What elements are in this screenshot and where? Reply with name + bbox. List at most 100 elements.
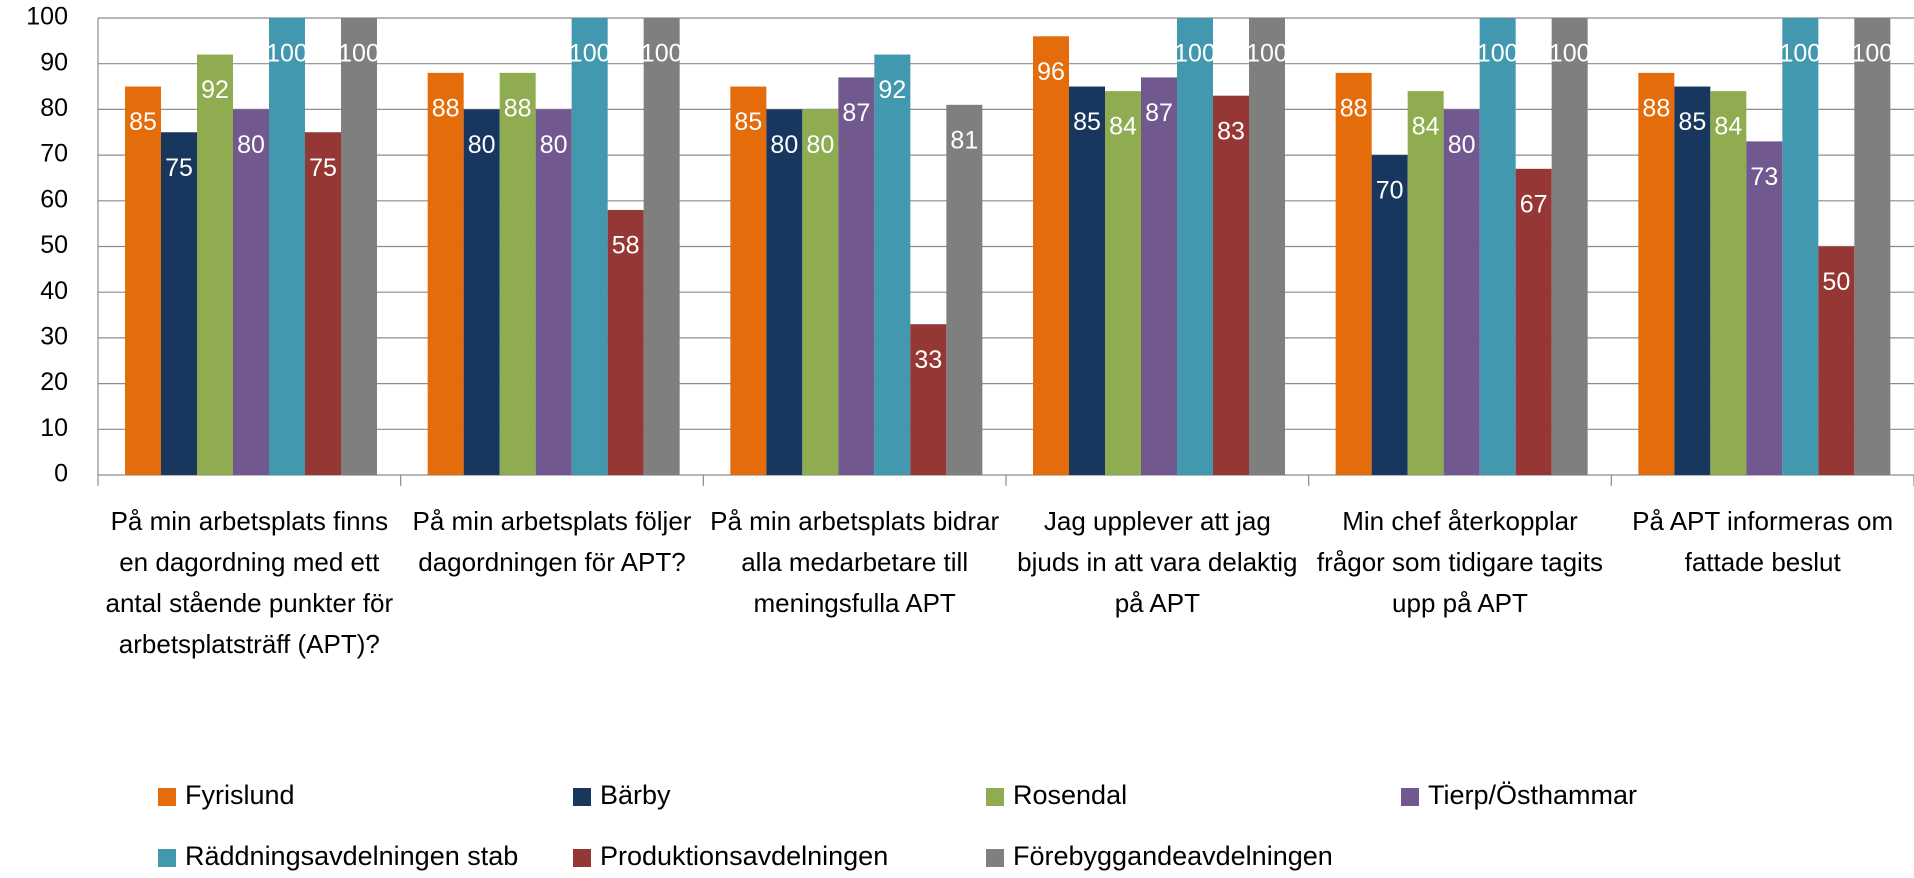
- data-label: 75: [309, 154, 337, 182]
- data-label: 88: [1340, 94, 1368, 122]
- data-label: 85: [1678, 108, 1706, 136]
- x-tick-label: På min arbetsplats finns en dagordning m…: [105, 506, 394, 659]
- data-label: 92: [878, 76, 906, 104]
- data-label: 80: [540, 131, 568, 159]
- bar: [1746, 141, 1783, 475]
- data-label: 85: [734, 108, 762, 136]
- data-label: 75: [165, 154, 193, 182]
- data-label: 96: [1037, 58, 1065, 86]
- bar: [1443, 109, 1480, 476]
- data-label: 92: [201, 76, 229, 104]
- data-label: 100: [1174, 40, 1216, 68]
- legend-swatch: [158, 788, 176, 806]
- data-label: 50: [1822, 268, 1850, 296]
- x-tick-label: På min arbetsplats följer dagordningen f…: [412, 506, 692, 577]
- y-tick-label: 0: [54, 460, 68, 488]
- bar: [1551, 18, 1588, 475]
- y-tick-label: 80: [40, 94, 68, 122]
- legend-label: Rosendal: [1013, 780, 1127, 810]
- bar: [874, 54, 911, 476]
- bar: [233, 109, 269, 476]
- bar: [161, 132, 197, 475]
- bar: [910, 324, 947, 475]
- bar: [1141, 77, 1177, 475]
- bar: [1854, 18, 1891, 475]
- bar: [802, 109, 839, 476]
- bar: [1033, 36, 1069, 475]
- bar: [766, 109, 803, 476]
- data-label: 84: [1714, 113, 1742, 141]
- data-label: 88: [504, 94, 532, 122]
- bar: [1674, 86, 1711, 476]
- bar: [305, 132, 341, 475]
- data-label: 84: [1109, 113, 1137, 141]
- bar: [1213, 95, 1249, 475]
- bar: [1069, 86, 1105, 476]
- bar: [269, 18, 305, 475]
- bar: [643, 18, 680, 475]
- bar: [1782, 18, 1819, 475]
- data-label: 33: [914, 346, 942, 374]
- y-tick-label: 60: [40, 185, 68, 213]
- data-label: 87: [1145, 99, 1173, 127]
- data-label: 81: [950, 126, 978, 154]
- bar: [1335, 72, 1372, 475]
- bar: [1638, 72, 1675, 475]
- data-label: 73: [1750, 163, 1778, 191]
- bar: [197, 54, 233, 476]
- bar: [1515, 168, 1552, 475]
- bar: [499, 72, 536, 475]
- bar: [1249, 18, 1285, 475]
- bar: [1407, 91, 1444, 476]
- y-tick-label: 50: [40, 231, 68, 259]
- y-tick-label: 20: [40, 368, 68, 396]
- data-label: 67: [1520, 190, 1548, 218]
- data-label: 100: [1477, 40, 1519, 68]
- legend-swatch: [158, 849, 176, 867]
- legend-swatch: [573, 849, 591, 867]
- bar: [730, 86, 767, 476]
- legend-label: Tierp/Östhammar: [1428, 780, 1637, 810]
- bar: [341, 18, 377, 475]
- legend-swatch: [986, 849, 1004, 867]
- bar: [946, 104, 983, 475]
- data-label: 80: [1448, 131, 1476, 159]
- data-label: 83: [1217, 117, 1245, 145]
- data-label: 100: [1779, 40, 1821, 68]
- data-label: 100: [1246, 40, 1288, 68]
- bar: [1818, 246, 1855, 475]
- legend-swatch: [986, 788, 1004, 806]
- legend-swatch: [573, 788, 591, 806]
- bar: [1177, 18, 1213, 475]
- data-label: 70: [1376, 177, 1404, 205]
- data-label: 87: [842, 99, 870, 127]
- data-label: 84: [1412, 113, 1440, 141]
- bar: [1371, 155, 1408, 475]
- bar: [571, 18, 608, 475]
- bar: [1710, 91, 1747, 476]
- y-tick-label: 30: [40, 323, 68, 351]
- data-label: 88: [432, 94, 460, 122]
- data-label: 80: [770, 131, 798, 159]
- data-label: 100: [569, 40, 611, 68]
- bar: [535, 109, 572, 476]
- data-label: 100: [1549, 40, 1591, 68]
- data-label: 80: [468, 131, 496, 159]
- data-label: 100: [641, 40, 683, 68]
- y-tick-label: 90: [40, 48, 68, 76]
- data-label: 58: [612, 232, 640, 260]
- data-label: 100: [266, 40, 308, 68]
- data-label: 85: [129, 108, 157, 136]
- bar: [607, 209, 644, 475]
- bar: [125, 86, 161, 476]
- legend-label: Produktionsavdelningen: [600, 841, 888, 871]
- y-tick-label: 100: [26, 3, 68, 31]
- x-tick-label: Jag upplever att jag bjuds in att vara d…: [1017, 506, 1298, 618]
- data-label: 88: [1642, 94, 1670, 122]
- data-label: 100: [1851, 40, 1893, 68]
- data-label: 80: [237, 131, 265, 159]
- y-tick-label: 40: [40, 277, 68, 305]
- legend-label: Räddningsavdelningen stab: [185, 841, 518, 871]
